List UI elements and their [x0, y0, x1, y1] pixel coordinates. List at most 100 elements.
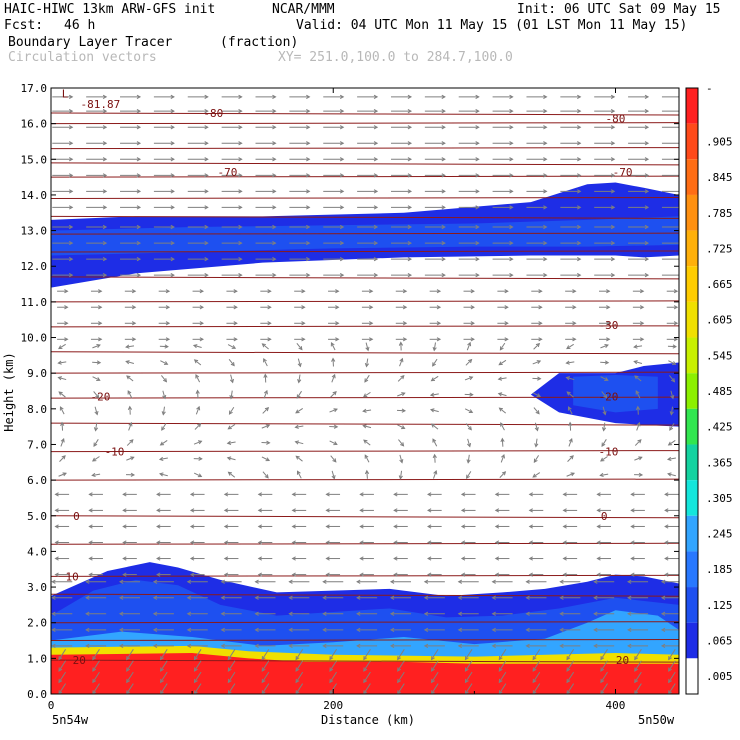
wind-vector [296, 343, 303, 351]
wind-vector-head [369, 305, 374, 310]
wind-vector [125, 344, 135, 349]
wind-vector-head [543, 189, 548, 194]
isotherm-line [51, 250, 679, 253]
wind-vector-head [432, 346, 437, 352]
wind-vector [465, 358, 473, 366]
wind-vector-head [494, 572, 500, 577]
wind-vector-shaft [329, 683, 337, 694]
wind-vector-shaft [263, 390, 268, 399]
wind-vector [255, 224, 277, 230]
wind-vector-head [630, 556, 635, 561]
wind-vector [88, 572, 103, 577]
wind-vector-head [152, 579, 158, 584]
wind-vector [120, 157, 142, 162]
wind-vector [85, 579, 107, 584]
wind-vector-head [186, 611, 192, 616]
wind-vector-shaft [534, 422, 539, 431]
wind-vector [57, 321, 69, 326]
wind-vector [465, 423, 472, 431]
wind-vector-head [254, 579, 259, 584]
wind-vector [458, 205, 480, 210]
wind-vector-shaft [95, 422, 98, 431]
wind-vector-head [359, 492, 364, 497]
wind-vector-head [543, 125, 548, 130]
wind-vector-head [102, 240, 108, 246]
wind-vector-head [504, 321, 509, 326]
wind-vector-shaft [465, 683, 473, 694]
wind-vector [152, 627, 174, 632]
wind-vector-head [491, 595, 496, 600]
wind-vector-head [464, 667, 469, 672]
wind-vector-head [291, 556, 296, 561]
wind-vector-head [329, 667, 334, 672]
wind-vector-head [102, 173, 108, 178]
wind-vector [329, 671, 337, 684]
y-tick-label: 15.0 [21, 153, 48, 166]
wind-vector-shaft [159, 457, 168, 460]
wind-vector [664, 540, 679, 545]
wind-vector [532, 649, 541, 661]
wind-vector-head [543, 224, 548, 230]
wind-vector-shaft [600, 649, 608, 660]
wind-vector-head [88, 572, 93, 577]
wind-vector [261, 343, 269, 350]
wind-vector [458, 173, 480, 178]
wind-vector [666, 321, 679, 326]
wind-vector-head [660, 595, 666, 600]
wind-vector-head [467, 426, 472, 431]
wind-vector [261, 660, 270, 672]
wind-vector [126, 671, 134, 684]
wind-vector [192, 337, 205, 342]
wind-vector-head [562, 524, 567, 529]
wind-vector [424, 205, 446, 210]
wind-vector-head [398, 475, 403, 480]
wind-vector-shaft [227, 671, 236, 683]
colorbar-swatch [686, 515, 698, 552]
wind-vector [330, 341, 336, 351]
wind-vector [54, 572, 70, 577]
wind-vector-shaft [566, 377, 575, 381]
wind-vector-head [238, 141, 243, 146]
wind-vector [118, 595, 141, 600]
wind-vector [356, 579, 378, 584]
wind-vector-head [68, 173, 74, 178]
wind-vector-head [204, 273, 209, 278]
wind-vector [500, 437, 505, 447]
wind-vector [594, 256, 616, 262]
wind-vector-head [254, 643, 259, 648]
wind-vector [294, 337, 306, 342]
wind-vector-head [660, 579, 666, 584]
wind-vector [331, 357, 336, 367]
wind-vector-head [339, 109, 345, 114]
wind-vector [291, 524, 307, 529]
wind-vector-head [204, 125, 209, 130]
wind-vector [294, 321, 306, 326]
wind-vector-shaft [295, 455, 303, 462]
wind-vector [54, 492, 70, 497]
wind-vector [397, 392, 406, 397]
wind-vector [427, 524, 442, 529]
wind-vector [599, 305, 611, 310]
wind-vector-head [365, 346, 370, 352]
wind-vector-shaft [397, 392, 405, 397]
colorbar-swatch [686, 551, 698, 588]
wind-vector-head [322, 643, 327, 648]
wind-vector [600, 671, 608, 684]
wind-vector-head [204, 240, 209, 246]
wind-vector-shaft [262, 343, 269, 350]
contour-labels: L-81.87-80 -80-70 -70-30-20 -20-10 -100 01020… [62, 88, 633, 667]
wind-vector-head [362, 393, 368, 398]
wind-vector [627, 611, 649, 616]
wind-vector-head [538, 289, 543, 294]
wind-vector-shaft [295, 441, 304, 445]
wind-vector-head [577, 141, 582, 146]
wind-vector-shaft [397, 660, 405, 672]
wind-vector [627, 579, 649, 584]
wind-vector [560, 141, 582, 146]
wind-vector-head [427, 524, 432, 529]
wind-vector [560, 109, 582, 114]
wind-vector-head [257, 556, 263, 561]
wind-vector [632, 337, 645, 342]
wind-vector-head [469, 392, 474, 397]
wind-vector [120, 273, 142, 278]
